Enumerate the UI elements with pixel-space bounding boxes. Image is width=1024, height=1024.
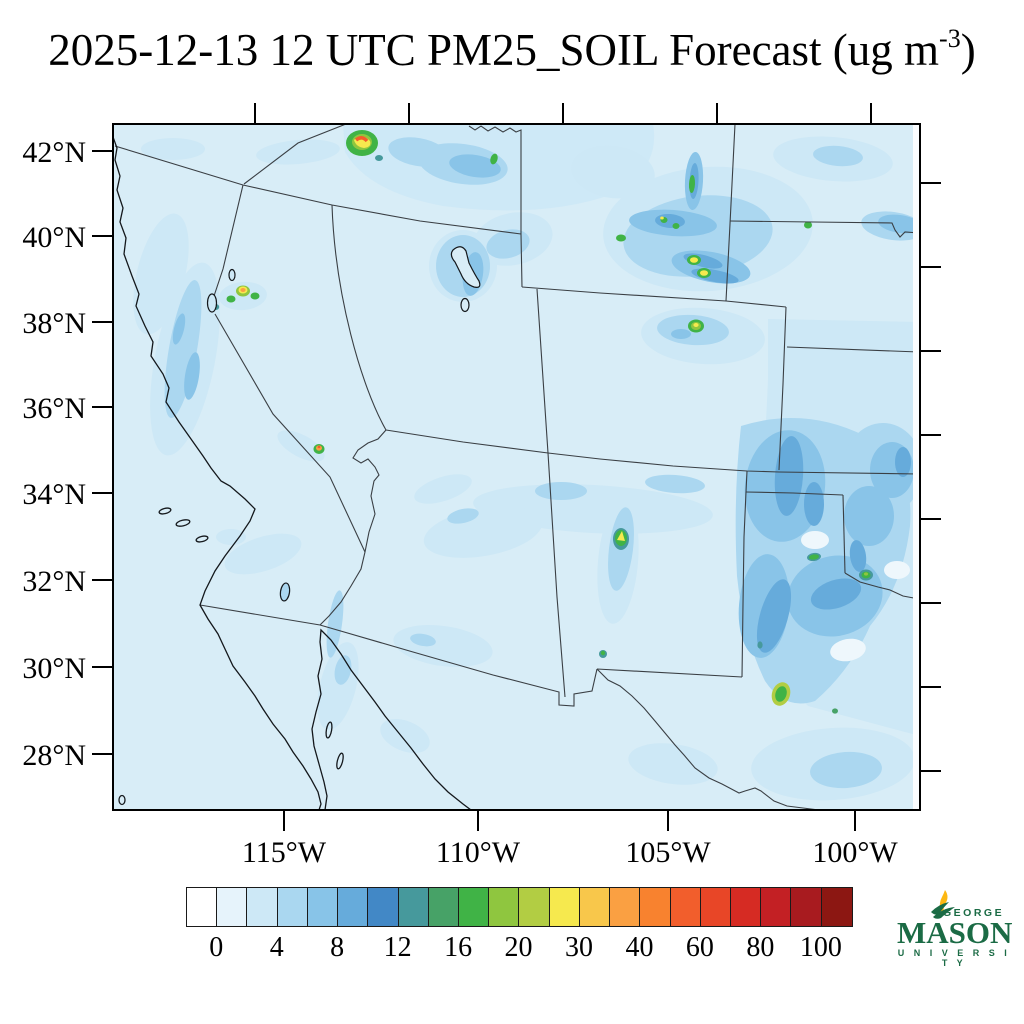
colorbar-cell-7 [398,888,429,926]
colorbar-tick-label: 60 [685,932,714,963]
colorbar-cell-18 [730,888,762,926]
colorbar-cell-14 [610,888,641,926]
colorbar-tick-label: 100 [799,932,842,963]
colorbar-cell-17 [700,888,731,926]
colorbar-cell-21 [821,888,852,926]
state-borders [114,124,920,810]
gmu-flame-icon [931,890,955,919]
utah-lake [460,297,470,313]
pm25-hotspots [212,130,873,714]
colorbar-cell-6 [368,888,399,926]
gmu-logo-mason: MASON [897,915,1013,950]
title-exponent: -3 [939,24,961,53]
gmu-logo-university: U N I V E R S I T Y [897,948,1011,968]
lat-label: 40°N [22,221,86,254]
colorbar-cell-1 [217,888,248,926]
colorbar-cell-0 [187,888,218,926]
lat-label: 28°N [22,739,86,772]
colorbar-cell-13 [579,888,611,926]
colorbar-cell-10 [489,888,520,926]
lon-label: 105°W [625,836,711,869]
map-frame [112,123,921,811]
great-salt-lake [450,246,481,288]
pyramid-lake [228,268,236,282]
lat-label: 36°N [22,392,86,425]
salton-sea [279,582,291,602]
colorbar-tick-label: 16 [444,932,473,963]
colorbar-labels: 0 4 8 12 16 20 30 40 60 80 100 [0,932,1024,966]
lat-axis-labels: 42°N 40°N 38°N 36°N 34°N 32°N 30°N 28°N [22,136,86,772]
map-canvas [113,124,920,810]
lat-label: 42°N [22,136,86,169]
colorbar-cell-16 [670,888,701,926]
lon-label: 110°W [436,836,521,869]
lat-label: 38°N [22,307,86,340]
colorbar-tick-label: 4 [269,932,284,963]
colorbar-cell-11 [519,888,550,926]
lake-tahoe [206,293,218,313]
colorbar-tick-label: 40 [625,932,654,963]
lakes [206,246,481,602]
colorbar-cell-15 [640,888,671,926]
colorbar-tick-label: 0 [209,932,224,963]
lat-label: 32°N [22,565,86,598]
lat-label: 34°N [22,478,86,511]
colorbar-cell-19 [761,888,792,926]
colorbar-tick-label: 20 [504,932,533,963]
colorbar-tick-label: 30 [564,932,593,963]
gmu-logo: GEORGE MASON U N I V E R S I T Y [897,890,1013,968]
colorbar-cell-8 [428,888,459,926]
colorbar-tick-label: 8 [330,932,345,963]
colorbar-cell-4 [307,888,339,926]
colorbar-cell-20 [791,888,822,926]
lon-axis-labels: 115°W 110°W 105°W 100°W [242,836,898,869]
lon-label: 100°W [812,836,898,869]
colorbar [186,887,853,927]
lon-label: 115°W [242,836,327,869]
colorbar-cell-12 [549,888,580,926]
colorbar-tick-label: 12 [383,932,412,963]
page-title: 2025-12-13 12 UTC PM25_SOIL Forecast (ug… [48,24,976,75]
axis-ticks [92,103,941,831]
coastline [113,136,472,810]
colorbar-cell-3 [277,888,308,926]
lat-label: 30°N [22,652,86,685]
colorbar-cell-9 [458,888,490,926]
pm25-shading [133,124,920,801]
grid-edge-gap [913,124,920,810]
colorbar-cell-2 [247,888,278,926]
gmu-logo-george: GEORGE [943,907,1005,919]
colorbar-cell-5 [338,888,369,926]
colorbar-tick-label: 80 [746,932,775,963]
